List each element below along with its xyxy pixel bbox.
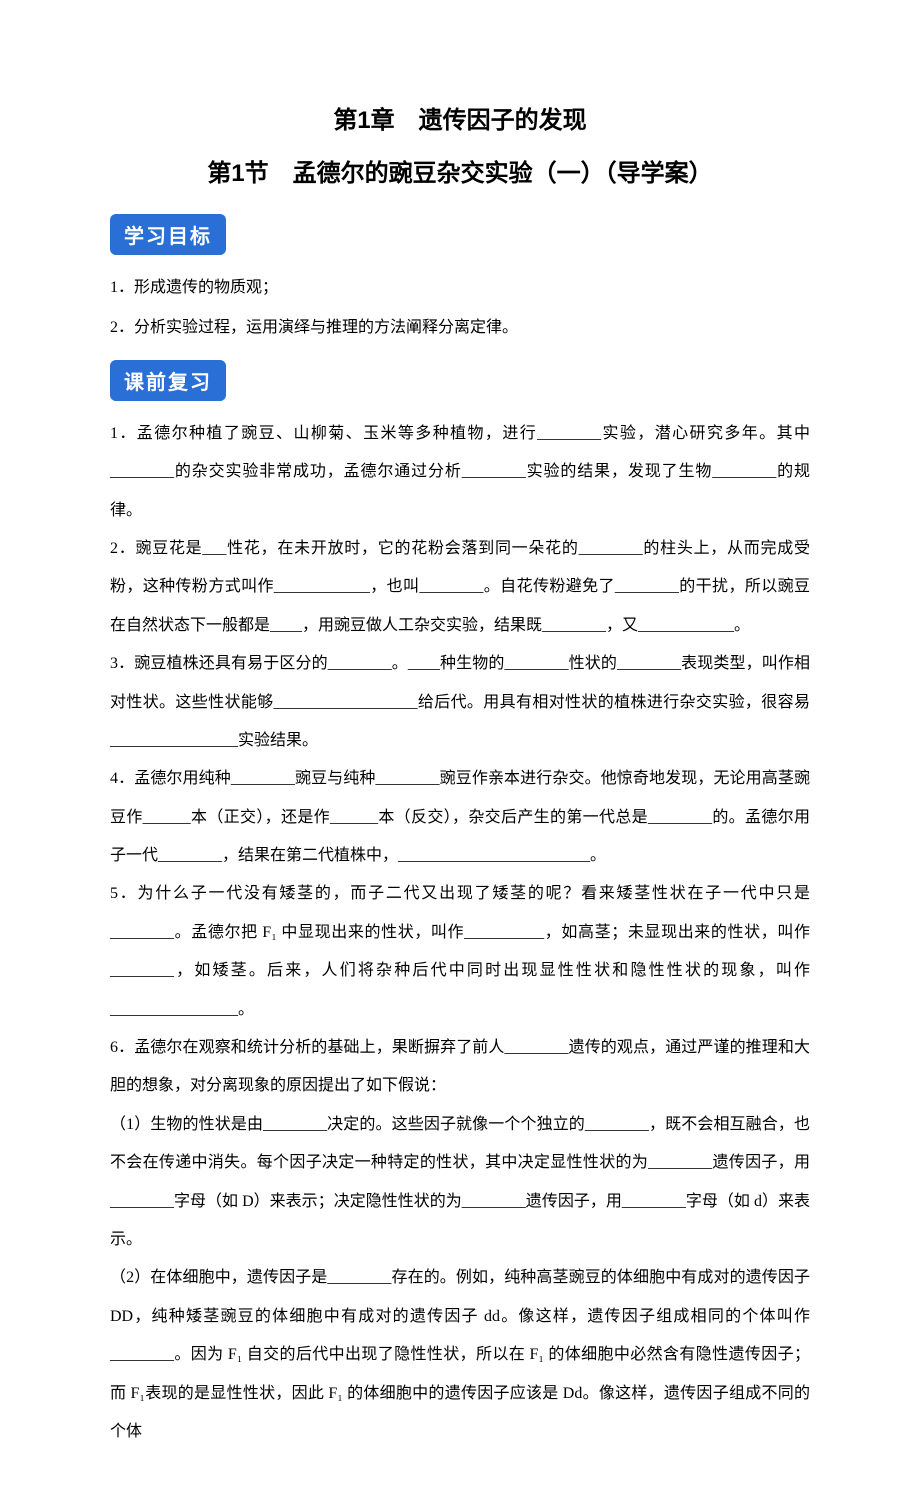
learning-goals-badge: 学习目标 xyxy=(110,214,226,255)
review-paragraph-2: 2．豌豆花是___性花，在未开放时，它的花粉会落到同一朵花的________的柱… xyxy=(110,530,810,645)
review-paragraph-1: 1．孟德尔种植了豌豆、山柳菊、玉米等多种植物，进行________实验，潜心研究… xyxy=(110,415,810,530)
review-paragraph-3: 3．豌豆植株还具有易于区分的________。____种生物的________性… xyxy=(110,645,810,760)
goal-item-2: 2．分析实验过程，运用演绎与推理的方法阐释分离定律。 xyxy=(110,309,810,347)
review-paragraph-6-1: （1）生物的性状是由________决定的。这些因子就像一个个独立的______… xyxy=(110,1106,810,1260)
review-paragraph-5: 5．为什么子一代没有矮茎的，而子二代又出现了矮茎的呢？看来矮茎性状在子一代中只是… xyxy=(110,875,810,1029)
preclass-review-badge: 课前复习 xyxy=(110,360,226,401)
section-title: 第1节 孟德尔的豌豆杂交实验（一）（导学案） xyxy=(110,153,810,188)
review-paragraph-6: 6．孟德尔在观察和统计分析的基础上，果断摒弃了前人________遗传的观点，通… xyxy=(110,1029,810,1106)
review-paragraph-4: 4．孟德尔用纯种________豌豆与纯种________豌豆作亲本进行杂交。他… xyxy=(110,760,810,875)
goal-item-1: 1．形成遗传的物质观； xyxy=(110,269,810,307)
review-paragraph-6-2: （2）在体细胞中，遗传因子是________存在的。例如，纯种高茎豌豆的体细胞中… xyxy=(110,1259,810,1451)
chapter-title: 第1章 遗传因子的发现 xyxy=(110,100,810,135)
